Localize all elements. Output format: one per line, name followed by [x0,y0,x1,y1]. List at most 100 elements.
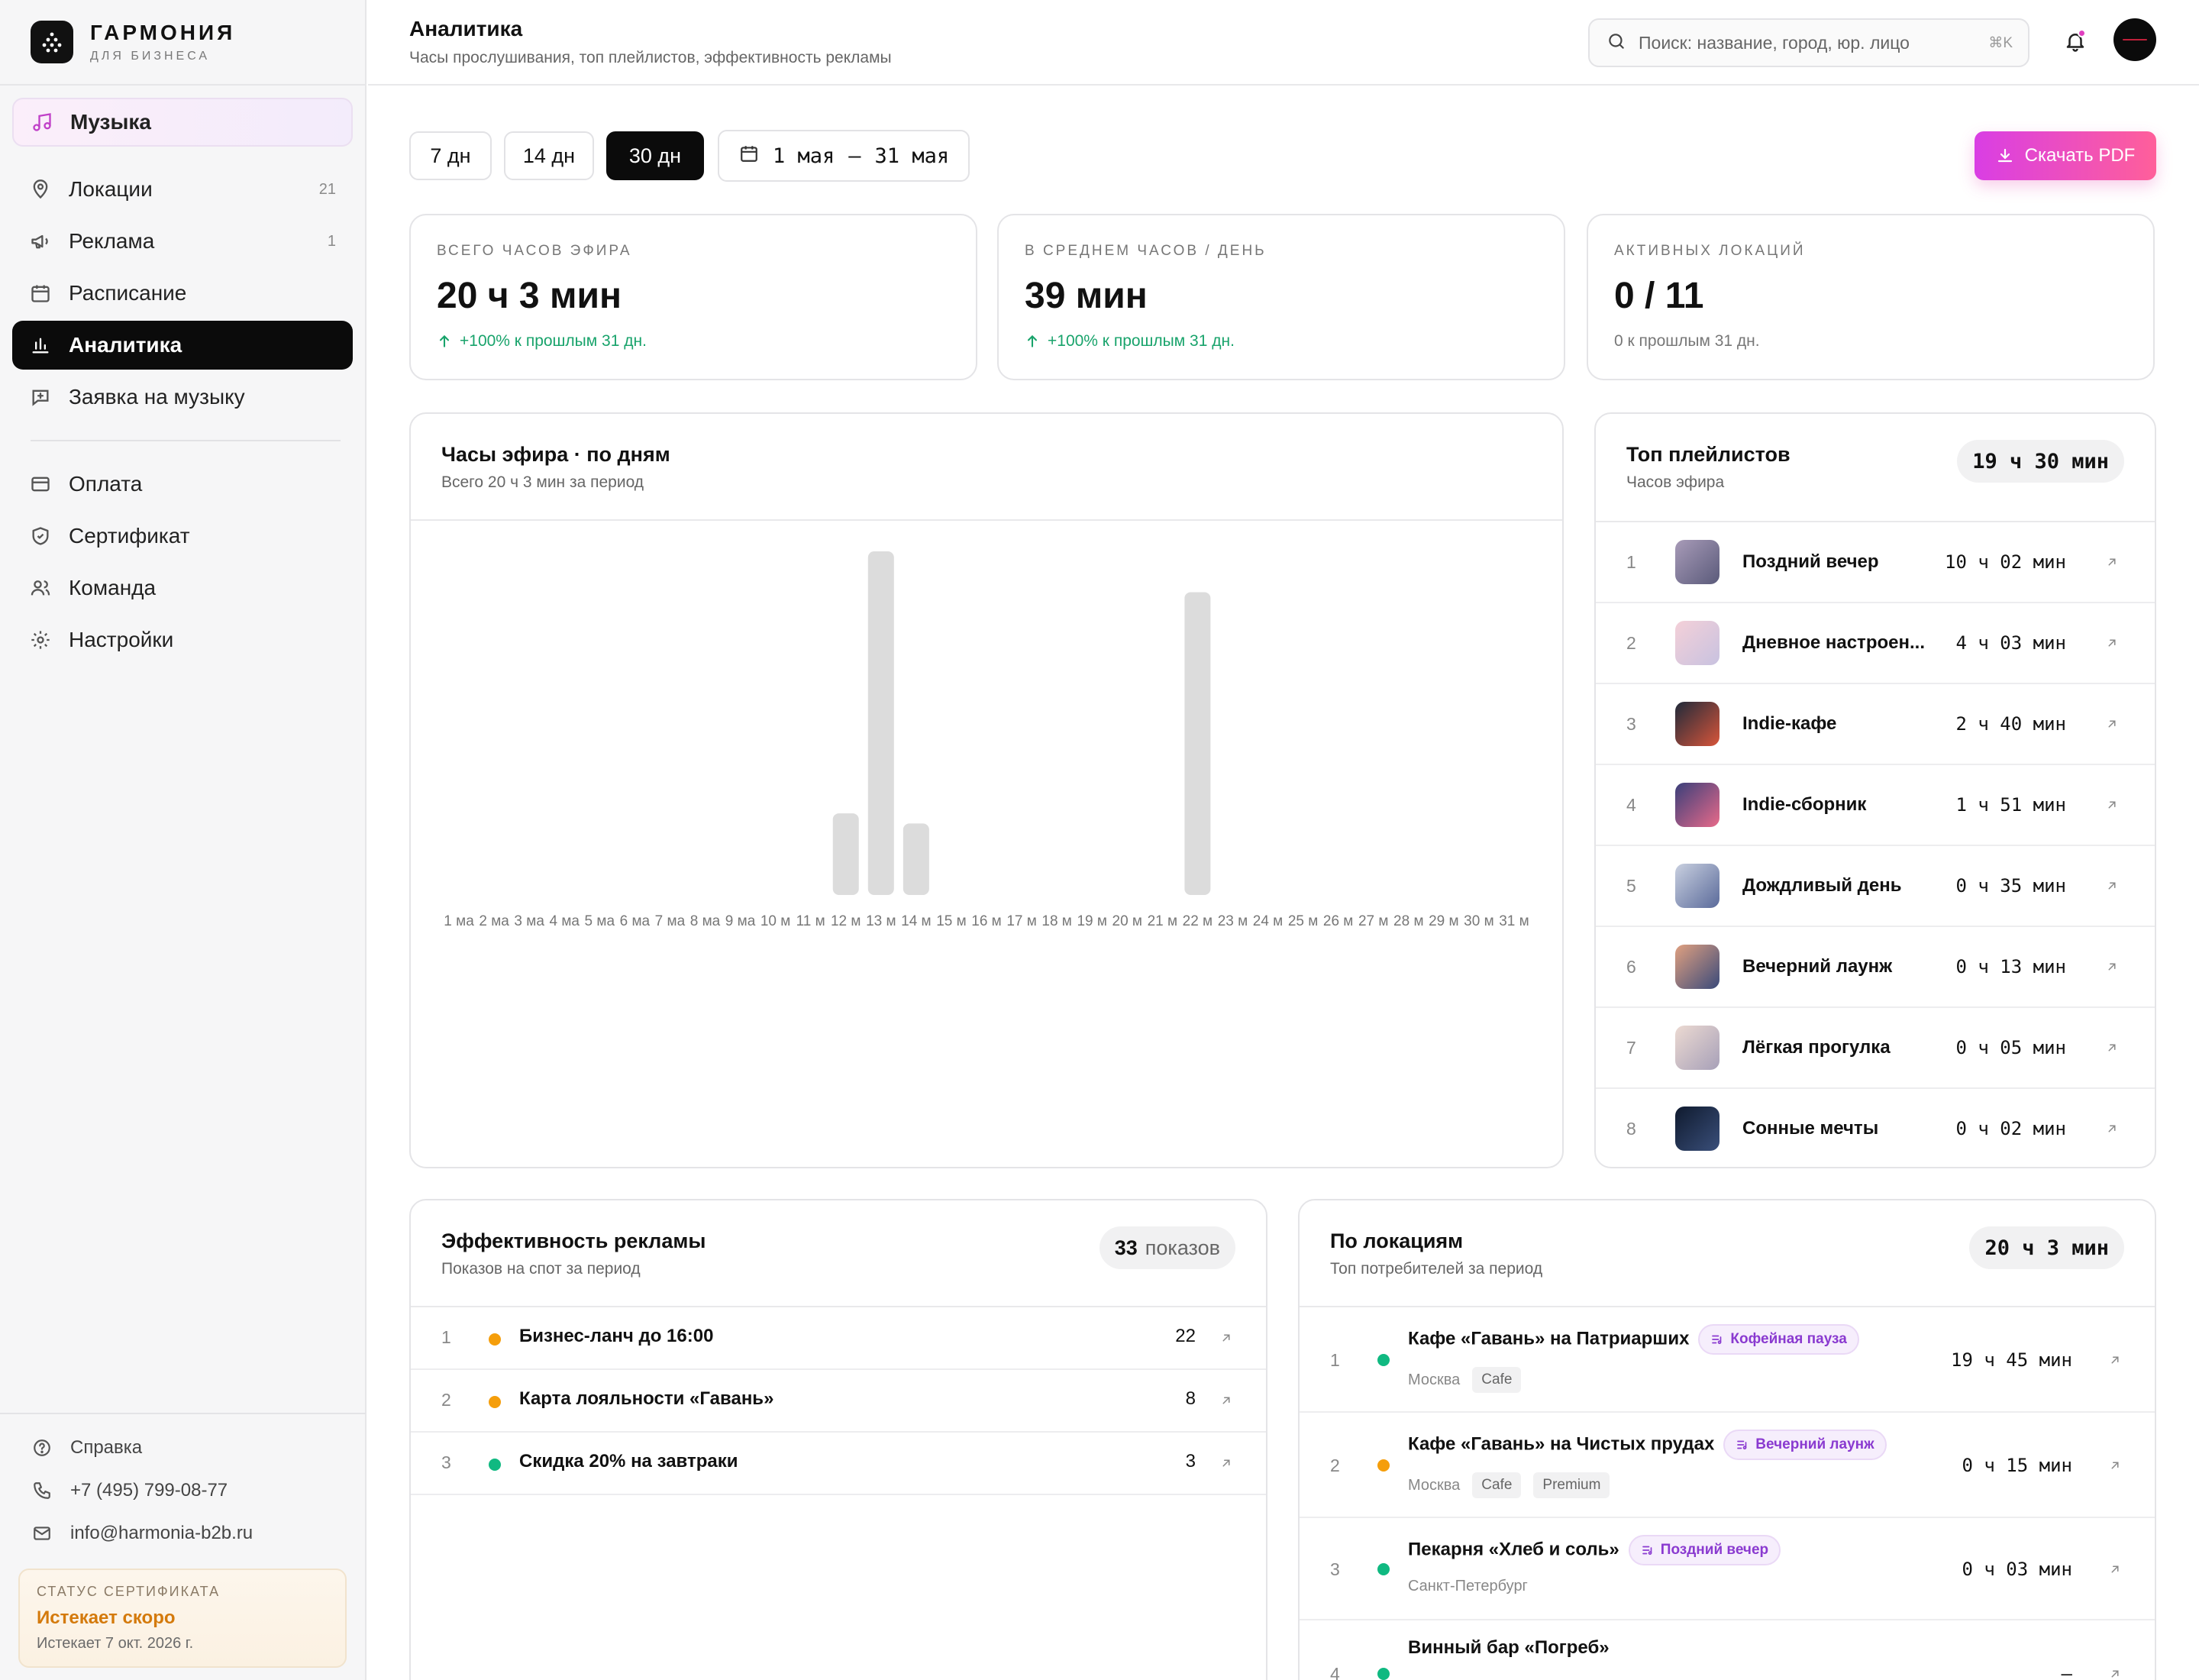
chart-x-tick-label: 2 ма [479,913,509,929]
playlist-badge[interactable]: Кофейная пауза [1698,1324,1859,1355]
phone-link[interactable]: +7 (495) 799-08-77 [31,1475,228,1506]
location-status-dot [1377,1668,1390,1680]
range-30-days-button[interactable]: 30 дн [606,131,704,180]
external-link-icon[interactable] [2103,1039,2121,1057]
stat-delta: +100% к прошлым 31 дн. [437,332,950,351]
location-row[interactable]: 1 Кафе «Гавань» на Патриарших Кофейная пау… [1300,1307,2155,1413]
sidebar-item-payment[interactable]: Оплата [12,460,353,509]
sidebar-item-music[interactable]: Музыка [12,98,353,147]
sidebar-item-settings[interactable]: Настройки [12,615,353,664]
chart-x-tick-label: 25 м [1288,913,1318,929]
sidebar-item-analytics[interactable]: Аналитика [12,321,353,370]
playlist-row[interactable]: 5 Дождливый день 0 ч 35 мин [1596,846,2155,927]
playlist-time: 1 ч 51 мин [1955,794,2067,816]
chart-bar[interactable] [832,813,859,895]
external-link-icon[interactable] [2103,715,2121,733]
playlist-name: Дождливый день [1742,875,1902,896]
stat-card-active-locations: АКТИВНЫХ ЛОКАЦИЙ 0 / 11 0 к прошлым 31 д… [1587,214,2155,380]
download-pdf-button[interactable]: Скачать PDF [1975,131,2156,180]
panel-title: Часы эфира · по дням [441,443,670,466]
ad-rank: 1 [441,1327,451,1347]
search-box[interactable]: ⌘K [1588,18,2029,67]
chart-bar[interactable] [1184,592,1211,895]
stat-delta-text: +100% к прошлым 31 дн. [1048,332,1235,350]
stat-label: ВСЕГО ЧАСОВ ЭФИРА [437,243,632,259]
external-link-icon[interactable] [2103,634,2121,652]
external-link-icon[interactable] [2106,1351,2124,1369]
playlist-row[interactable]: 3 Indie-кафе 2 ч 40 мин [1596,684,2155,765]
sidebar-item-count: 1 [327,232,336,250]
search-input[interactable] [1639,32,1967,53]
chart-bar[interactable] [903,823,929,895]
certificate-label: СТАТУС СЕРТИФИКАТА [37,1584,221,1599]
stat-label: АКТИВНЫХ ЛОКАЦИЙ [1614,243,1806,259]
notifications-button[interactable] [2059,26,2092,60]
sidebar-item-label: Реклама [69,229,155,253]
chart-x-tick-label: 14 м [901,913,931,929]
calendar-icon [29,282,52,305]
sidebar-item-label: Локации [69,177,153,201]
external-link-icon[interactable] [2106,1456,2124,1475]
playlist-row[interactable]: 2 Дневное настроен... 4 ч 03 мин [1596,603,2155,684]
email-link[interactable]: info@harmonia-b2b.ru [31,1518,253,1549]
locations-total-pill: 20 ч 3 мин [1969,1226,2124,1269]
sidebar-item-team[interactable]: Команда [12,564,353,612]
playlist-row[interactable]: 1 Поздний вечер 10 ч 02 мин [1596,522,2155,603]
external-link-icon[interactable] [2103,877,2121,895]
external-link-icon[interactable] [2106,1665,2124,1680]
megaphone-icon [29,230,52,253]
help-link[interactable]: Справка [31,1433,142,1463]
ad-row[interactable]: 3 Скидка 20% на завтраки 3 [411,1433,1266,1495]
external-link-icon[interactable] [2106,1560,2124,1578]
stat-value: 39 мин [1025,276,1148,316]
location-rank: 1 [1330,1350,1340,1370]
chart-x-tick-label: 3 ма [514,913,544,929]
date-to: 31 мая [874,144,950,168]
sidebar-item-label: Музыка [70,110,151,134]
playlist-time: 0 ч 13 мин [1955,956,2067,977]
ad-status-dot [489,1396,501,1408]
email-label: info@harmonia-b2b.ru [70,1523,253,1543]
sidebar-item-schedule[interactable]: Расписание [12,269,353,318]
external-link-icon[interactable] [2103,796,2121,814]
location-rank: 2 [1330,1455,1340,1475]
location-row[interactable]: 2 Кафе «Гавань» на Чистых прудах Вечерний … [1300,1413,2155,1518]
gear-icon [29,628,52,651]
chart-x-tick-label: 12 м [831,913,861,929]
external-link-icon[interactable] [2103,1119,2121,1138]
sidebar-item-label: Сертификат [69,524,190,548]
playlist-time: 0 ч 02 мин [1955,1118,2067,1139]
ad-row[interactable]: 1 Бизнес-ланч до 16:00 22 [411,1307,1266,1370]
date-range-picker[interactable]: 1 мая – 31 мая [718,130,970,182]
external-link-icon[interactable] [2103,553,2121,571]
playlist-row[interactable]: 4 Indie-сборник 1 ч 51 мин [1596,765,2155,846]
sidebar-item-locations[interactable]: Локации 21 [12,165,353,214]
playlist-row[interactable]: 6 Вечерний лаунж 0 ч 13 мин [1596,927,2155,1008]
external-link-icon[interactable] [2103,958,2121,976]
playlist-row[interactable]: 8 Сонные мечты 0 ч 02 мин [1596,1089,2155,1167]
help-label: Справка [70,1437,143,1458]
location-time: 0 ч 15 мин [1962,1455,2073,1476]
range-14-days-button[interactable]: 14 дн [504,131,594,180]
add-request-icon [29,386,52,409]
sidebar-item-certificate[interactable]: Сертификат [12,512,353,561]
location-time: — [2061,1663,2072,1680]
brand[interactable]: ГАРМОНИЯ ДЛЯ БИЗНЕСА [31,18,235,66]
chart-bar[interactable] [867,551,894,895]
location-row[interactable]: 3 Пекарня «Хлеб и соль» Поздний вечер Санкт… [1300,1518,2155,1620]
playlist-row[interactable]: 7 Лёгкая прогулка 0 ч 05 мин [1596,1008,2155,1089]
sidebar: ГАРМОНИЯ ДЛЯ БИЗНЕСА Музыка Локации 21 Р… [0,0,366,1680]
avatar[interactable] [2113,18,2156,61]
sidebar-item-ads[interactable]: Реклама 1 [12,217,353,266]
playlist-badge[interactable]: Вечерний лаунж [1723,1430,1887,1460]
playlist-badge[interactable]: Поздний вечер [1628,1535,1781,1565]
range-7-days-button[interactable]: 7 дн [409,131,492,180]
external-link-icon[interactable] [1217,1329,1235,1347]
sidebar-item-music-request[interactable]: Заявка на музыку [12,373,353,422]
certificate-status-card[interactable]: СТАТУС СЕРТИФИКАТА Истекает скоро Истека… [18,1569,347,1668]
external-link-icon[interactable] [1217,1391,1235,1410]
ad-row[interactable]: 2 Карта лояльности «Гавань» 8 [411,1370,1266,1433]
external-link-icon[interactable] [1217,1454,1235,1472]
location-meta: Санкт-Петербург [1408,1578,1528,1595]
